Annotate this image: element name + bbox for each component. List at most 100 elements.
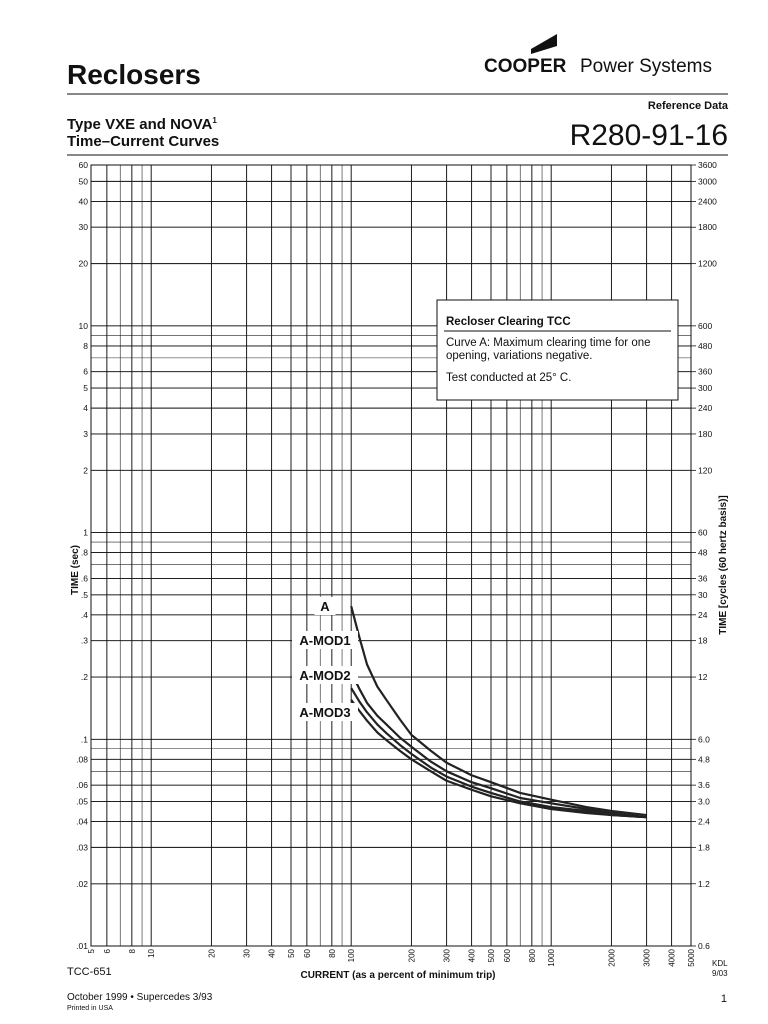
y2-axis-label: TIME [cycles (60 hertz basis)]	[718, 495, 729, 635]
x-tick-label: 6	[103, 948, 112, 953]
y-tick-label: 1	[83, 528, 88, 538]
y-tick-label: 5	[83, 383, 88, 393]
x-tick-label: 10	[147, 948, 156, 957]
x-tick-label: 600	[503, 948, 512, 962]
y-tick-label: .4	[81, 610, 88, 620]
x-tick-label: 3000	[643, 948, 652, 966]
y2-tick-label: 600	[698, 321, 712, 331]
x-tick-label: 200	[407, 948, 416, 962]
note-frame	[436, 299, 679, 401]
y2-tick-label: 1200	[698, 259, 717, 269]
x-tick-label: 400	[468, 948, 477, 962]
curve-label: A-MOD2	[299, 668, 350, 683]
y-tick-label: 30	[79, 222, 89, 232]
curve	[350, 672, 647, 819]
title: Reclosers	[67, 59, 201, 90]
subtitle: Type VXE and NOVA1	[67, 116, 217, 133]
y-tick-label: .04	[76, 817, 88, 827]
plot: 5 6 8 10 20 30 40 50 60 80 100 200 300 400 500 600 800 10…	[70, 160, 729, 981]
curve	[350, 605, 647, 817]
x-axis-label: CURRENT (as a percent of minimum trip)	[300, 970, 495, 981]
y2-tick-label: 3.0	[698, 797, 710, 807]
logo-mark	[531, 34, 557, 54]
curve	[350, 699, 647, 819]
curve-label-bg	[314, 597, 336, 615]
curve-label: A-MOD3	[299, 705, 350, 720]
x-tick-label: 60	[303, 948, 312, 957]
subtitle-text: Type VXE and NOVA	[67, 116, 212, 133]
curve-label: A-MOD1	[299, 633, 350, 648]
subtitle: Time–Current Curves	[67, 133, 219, 150]
brand-rest: Power Systems	[580, 56, 712, 77]
x-tick-label: 5000	[687, 948, 696, 966]
y2-tick-label: 2400	[698, 196, 717, 206]
y2-tick-label: 0.6	[698, 941, 710, 951]
y-axis-label: TIME (sec)	[70, 545, 81, 595]
x-tick-label: 800	[528, 948, 537, 962]
y-tick-label: .05	[76, 797, 88, 807]
y-tick-label: .5	[81, 590, 88, 600]
y2-tick-label: 1.2	[698, 879, 710, 889]
section: Reference Data	[648, 100, 729, 112]
y2-tick-label: 4.8	[698, 754, 710, 764]
date-code: 9/03	[712, 969, 728, 978]
y-tick-label: .02	[76, 879, 88, 889]
chart-id: TCC-651	[67, 966, 112, 978]
y2-tick-label: 48	[698, 548, 708, 558]
y2-tick-label: 60	[698, 528, 708, 538]
x-tick-label: 4000	[668, 948, 677, 966]
y-tick-label: 4	[83, 403, 88, 413]
y2-tick-label: 24	[698, 610, 708, 620]
x-tick-label: 500	[487, 948, 496, 962]
y2-tick-label: 3000	[698, 176, 717, 186]
x-tick-label: 300	[443, 948, 452, 962]
y2-tick-label: 360	[698, 367, 712, 377]
curve-label-bg	[292, 631, 358, 649]
y-tick-label: .01	[76, 941, 88, 951]
note-line: Curve A: Maximum clearing time for one	[446, 337, 651, 349]
y2-tick-label: 480	[698, 341, 712, 351]
x-tick-label: 5	[87, 948, 96, 953]
note-title: Recloser Clearing TCC	[446, 316, 571, 328]
x-tick-label: 8	[128, 948, 137, 953]
note-line: Test conducted at 25° C.	[446, 372, 571, 384]
y2-tick-label: 3600	[698, 160, 717, 170]
x-tick-label: 100	[347, 948, 356, 962]
y2-tick-label: 2.4	[698, 817, 710, 827]
x-tick-label: 30	[243, 948, 252, 957]
subtitle-sup: 1	[212, 116, 217, 125]
y-tick-label: 40	[79, 196, 89, 206]
y2-tick-label: 6.0	[698, 734, 710, 744]
y2-tick-label: 36	[698, 573, 708, 583]
y-tick-label: .2	[81, 672, 88, 682]
x-tick-label: 20	[207, 948, 216, 957]
x-tick-label: 40	[268, 948, 277, 957]
y2-tick-label: 1.8	[698, 842, 710, 852]
y2-tick-label: 18	[698, 636, 708, 646]
doc-number: R280-91-16	[570, 119, 728, 152]
y2-tick-label: 12	[698, 672, 708, 682]
y-tick-label: .6	[81, 573, 88, 583]
page-number: 1	[721, 993, 727, 1005]
y2-tick-label: 240	[698, 403, 712, 413]
curve-label-bg	[292, 666, 358, 684]
y-tick-label: 60	[79, 160, 89, 170]
y2-tick-label: 1800	[698, 222, 717, 232]
x-tick-label: 2000	[607, 948, 616, 966]
y-tick-label: 20	[79, 259, 89, 269]
curve-label-bg	[292, 703, 358, 721]
y-tick-label: .08	[76, 754, 88, 764]
date: October 1999 • Supercedes 3/93	[67, 992, 213, 1003]
brand: COOPER	[484, 56, 567, 77]
y-tick-label: 6	[83, 367, 88, 377]
printed: Printed in USA	[67, 1005, 113, 1012]
y2-tick-label: 30	[698, 590, 708, 600]
y-tick-label: 8	[83, 341, 88, 351]
y2-tick-label: 3.6	[698, 780, 710, 790]
note-line: opening, variations negative.	[446, 350, 592, 362]
y-tick-label: 50	[79, 176, 89, 186]
curve	[350, 687, 647, 819]
x-tick-label: 1000	[547, 948, 556, 966]
